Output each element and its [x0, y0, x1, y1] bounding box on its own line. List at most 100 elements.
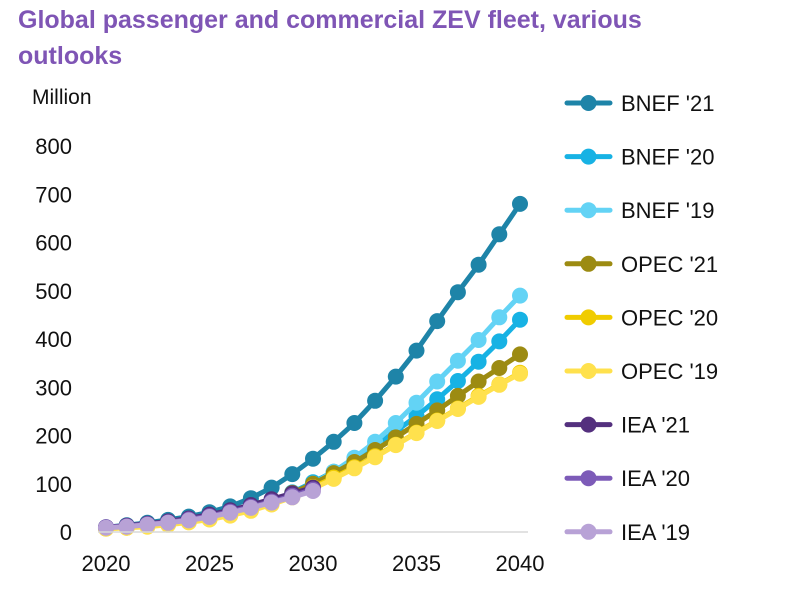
legend-item: OPEC '21	[564, 252, 718, 277]
data-point	[263, 494, 280, 511]
legend-swatch-marker	[580, 363, 597, 379]
data-point	[118, 518, 135, 535]
legend-label: OPEC '20	[621, 305, 718, 330]
data-point	[491, 226, 508, 243]
data-point	[491, 360, 508, 376]
data-point	[387, 368, 404, 385]
data-point	[160, 514, 177, 531]
x-tick-label: 2030	[289, 551, 338, 576]
data-point	[408, 394, 425, 411]
data-point	[470, 353, 487, 370]
data-point	[408, 425, 425, 442]
x-tick-label: 2025	[185, 551, 234, 576]
legend-label: BNEF '20	[621, 145, 714, 170]
legend-swatch-marker	[580, 416, 597, 433]
data-point	[491, 333, 508, 350]
legend-swatch-marker	[580, 148, 597, 165]
series-iea-19	[98, 483, 321, 536]
legend-label: BNEF '21	[621, 91, 714, 116]
data-point	[180, 512, 197, 529]
legend-item: IEA '19	[564, 520, 690, 545]
legend-label: IEA '20	[621, 466, 690, 491]
data-point	[491, 376, 508, 393]
data-point	[387, 415, 404, 431]
y-tick-label: 700	[35, 182, 72, 207]
data-point	[470, 332, 487, 348]
data-point	[512, 287, 528, 304]
data-point	[449, 401, 466, 417]
x-tick-label: 2020	[82, 551, 131, 576]
legend-label: BNEF '19	[621, 198, 714, 223]
y-tick-label: 800	[35, 134, 72, 159]
data-point	[491, 309, 508, 326]
data-point	[429, 373, 446, 390]
data-point	[449, 387, 466, 404]
legend-item: BNEF '20	[564, 145, 714, 170]
data-point	[201, 509, 218, 525]
data-point	[284, 489, 301, 506]
data-point	[325, 433, 342, 450]
data-point	[512, 311, 528, 328]
data-point	[305, 450, 321, 467]
data-point	[346, 460, 363, 477]
x-axis-ticks: 2020 2025 2030 2035 2040	[82, 551, 545, 576]
data-point	[98, 519, 114, 536]
legend-swatch-marker	[580, 309, 597, 326]
legend-swatch-marker	[580, 523, 597, 540]
x-tick-label: 2040	[496, 551, 545, 576]
legend-item: OPEC '19	[564, 359, 718, 384]
data-point	[449, 352, 466, 369]
y-tick-label: 300	[35, 375, 72, 400]
legend-swatch-marker	[580, 255, 597, 272]
legend-swatch-marker	[580, 470, 597, 487]
y-tick-label: 200	[35, 424, 72, 449]
legend: BNEF '21 BNEF '20 BNEF '19 OPEC '21 OPEC '20…	[564, 91, 718, 545]
data-point	[242, 499, 259, 516]
legend-label: IEA '21	[621, 413, 690, 438]
data-point	[325, 470, 342, 487]
y-tick-label: 500	[35, 279, 72, 304]
y-tick-label: 400	[35, 327, 72, 352]
data-point	[449, 373, 466, 389]
series-bnef-20	[98, 311, 528, 536]
legend-item: OPEC '20	[564, 305, 718, 330]
y-axis-ticks: 0 100 200 300 400 500 600 700 800	[35, 134, 72, 545]
legend-label: OPEC '19	[621, 359, 718, 384]
legend-item: BNEF '19	[564, 198, 714, 223]
legend-item: BNEF '21	[564, 91, 714, 116]
legend-swatch-marker	[580, 95, 597, 111]
data-point	[470, 388, 487, 405]
y-tick-label: 100	[35, 472, 72, 497]
plot-area	[98, 195, 528, 537]
data-point	[346, 415, 363, 431]
data-point	[512, 346, 528, 363]
data-point	[449, 284, 466, 301]
data-point	[305, 483, 321, 499]
data-point	[470, 373, 487, 390]
legend-item: IEA '20	[564, 466, 690, 491]
data-point	[429, 313, 446, 330]
data-point	[387, 437, 404, 454]
data-point	[367, 392, 384, 409]
data-point	[263, 479, 280, 496]
data-point	[139, 516, 156, 533]
legend-item: IEA '21	[564, 413, 690, 438]
chart-title: Global passenger and commercial ZEV flee…	[18, 6, 642, 70]
legend-label: IEA '19	[621, 520, 690, 545]
data-point	[512, 365, 528, 382]
data-point	[429, 413, 446, 429]
y-tick-label: 0	[60, 520, 72, 545]
data-point	[367, 449, 384, 466]
x-tick-label: 2035	[392, 551, 441, 576]
data-point	[222, 504, 239, 521]
y-axis-label: Million	[32, 86, 92, 109]
data-point	[512, 195, 528, 212]
data-point	[470, 256, 487, 273]
legend-swatch-marker	[580, 202, 597, 219]
data-point	[284, 466, 301, 483]
legend-label: OPEC '21	[621, 252, 718, 277]
data-point	[429, 391, 446, 408]
data-point	[408, 342, 425, 359]
y-tick-label: 600	[35, 231, 72, 256]
